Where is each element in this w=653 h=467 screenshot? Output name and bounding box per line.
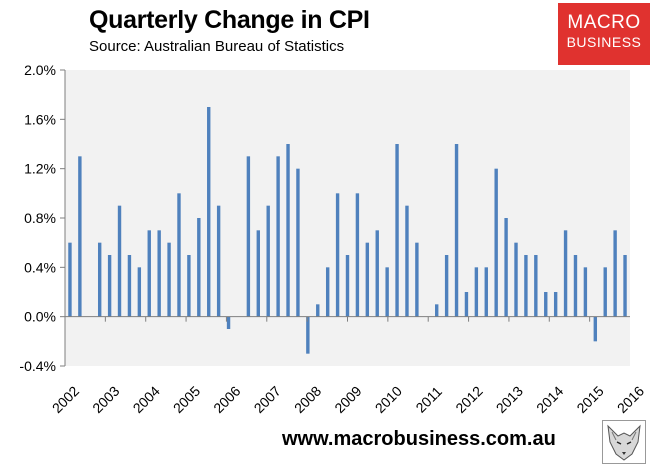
x-tick-label: 2016	[614, 383, 647, 416]
y-tick-label: 2.0%	[24, 62, 56, 78]
bar	[345, 255, 350, 317]
bar	[415, 242, 419, 317]
bar	[266, 205, 270, 317]
bar	[623, 255, 627, 317]
bar	[167, 242, 171, 317]
bar	[365, 242, 370, 317]
bar	[603, 267, 607, 317]
bar	[147, 230, 151, 317]
x-tick-label: 2003	[89, 383, 122, 416]
bar	[296, 168, 300, 317]
bar	[306, 316, 310, 354]
y-tick-label: 0.4%	[24, 259, 56, 275]
bar	[544, 292, 548, 317]
bar	[524, 255, 528, 317]
website-url[interactable]: www.macrobusiness.com.au	[282, 428, 556, 450]
y-tick-label: 0.8%	[24, 210, 56, 226]
bar	[107, 255, 112, 317]
bar	[286, 144, 290, 317]
bar	[464, 292, 469, 317]
bar	[514, 242, 518, 317]
bar	[444, 255, 449, 317]
x-tick-label: 2007	[251, 383, 284, 416]
bar	[405, 205, 409, 317]
x-tick-label: 2012	[452, 383, 485, 416]
bar	[494, 168, 498, 317]
bar	[484, 267, 488, 317]
bar	[137, 267, 142, 317]
bar	[454, 144, 459, 317]
x-tick-label: 2014	[533, 383, 566, 416]
bar	[474, 267, 479, 317]
x-tick-label: 2013	[493, 383, 526, 416]
bar	[226, 316, 231, 329]
x-tick-label: 2004	[130, 383, 163, 416]
bar	[335, 193, 340, 317]
chart-subtitle: Source: Australian Bureau of Statistics	[89, 38, 345, 55]
bar	[613, 230, 617, 317]
bar	[78, 156, 82, 317]
bar	[583, 267, 588, 317]
y-tick-label: -0.4%	[19, 358, 56, 374]
logo-line-macro: MACRO	[567, 12, 641, 33]
y-tick-label: 0.0%	[24, 309, 56, 325]
bar	[127, 255, 132, 317]
bar	[355, 193, 360, 317]
bar	[68, 242, 72, 317]
bar	[97, 242, 102, 317]
x-tick-label: 2005	[170, 383, 203, 416]
bar	[553, 292, 558, 317]
x-tick-label: 2009	[331, 383, 364, 416]
bar	[534, 255, 538, 317]
y-axis: -0.4% 0.0% 0.4% 0.8% 1.2% 1.6% 2.0%	[19, 62, 66, 374]
y-tick-label: 1.6%	[24, 111, 56, 127]
bar	[316, 304, 320, 317]
bar	[187, 255, 191, 317]
bar	[117, 205, 122, 317]
y-tick-label: 1.2%	[24, 161, 56, 177]
fox-mascot-icon	[602, 420, 646, 464]
bar-series	[68, 107, 627, 354]
x-tick-label: 2008	[291, 383, 324, 416]
bar	[157, 230, 161, 317]
bar	[504, 218, 508, 317]
x-tick-label: 2006	[210, 383, 243, 416]
macrobusiness-logo[interactable]: MACRO BUSINESS	[558, 3, 650, 65]
chart-title: Quarterly Change in CPI	[89, 6, 370, 34]
bar	[207, 107, 211, 317]
bar	[256, 230, 260, 317]
cpi-bar-chart: -0.4%0.0%0.4%0.8%1.2%1.6%2.0% 2002 2003 20…	[19, 62, 647, 416]
bar	[385, 267, 389, 317]
x-tick-label: 2015	[573, 383, 606, 416]
bar	[325, 267, 330, 317]
bar	[573, 255, 578, 317]
bar	[395, 144, 399, 317]
bar	[375, 230, 379, 317]
bar	[593, 316, 598, 342]
logo-line-business: BUSINESS	[566, 34, 642, 50]
bar	[177, 193, 181, 317]
bar	[197, 218, 201, 317]
x-tick-label: 2010	[372, 383, 405, 416]
bar	[216, 205, 221, 317]
bar	[435, 304, 439, 317]
bar	[563, 230, 568, 317]
x-tick-label: 2002	[49, 383, 82, 416]
x-tick-label: 2011	[412, 383, 445, 416]
bar	[246, 156, 251, 317]
bar	[276, 156, 280, 317]
